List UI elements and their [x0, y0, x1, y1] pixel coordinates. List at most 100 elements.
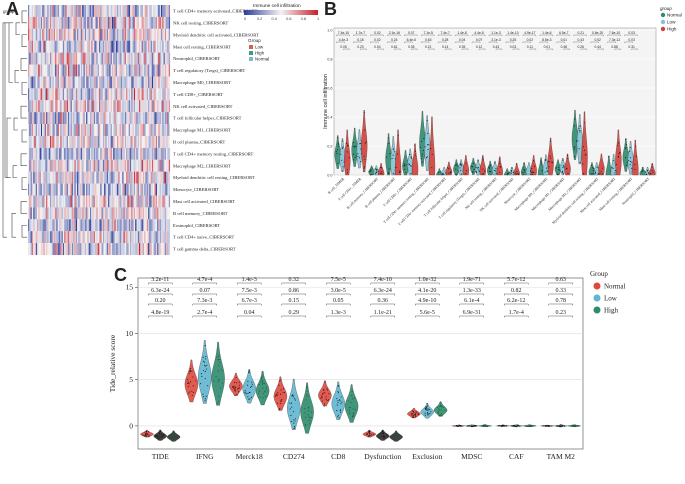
heatmap-cell	[71, 100, 74, 113]
heatmap-cell	[126, 207, 128, 220]
data-point	[339, 410, 341, 412]
heatmap-cell	[168, 207, 171, 220]
heatmap-cell	[49, 195, 52, 208]
heatmap-cell	[84, 195, 87, 208]
significance-bracket	[624, 34, 638, 36]
data-point	[170, 433, 172, 436]
heatmap-cell	[104, 112, 106, 125]
heatmap-cell	[75, 100, 78, 113]
data-point	[383, 437, 385, 439]
heatmap-cell	[111, 52, 114, 65]
data-point	[630, 160, 632, 162]
heatmap-cell	[139, 124, 141, 136]
data-point	[651, 170, 653, 172]
heatmap-cell	[129, 207, 132, 220]
heatmap-cell	[78, 40, 80, 53]
data-point	[388, 168, 390, 170]
heatmap-cell	[163, 219, 165, 232]
heatmap-cell	[49, 231, 52, 244]
data-point	[584, 154, 586, 156]
data-point	[379, 433, 381, 435]
heatmap-cell	[89, 147, 92, 160]
heatmap-cell	[91, 112, 93, 125]
heatmap-cell	[144, 207, 146, 220]
heatmap-cell	[69, 243, 71, 256]
data-point	[202, 393, 204, 395]
significance-bracket	[504, 282, 529, 285]
heatmap-cell	[93, 112, 96, 125]
data-point	[634, 168, 636, 170]
heatmap-cell	[113, 207, 115, 220]
heatmap-cell	[101, 231, 103, 244]
heatmap-cell	[150, 147, 152, 160]
heatmap-cell	[55, 52, 57, 65]
heatmap-cell	[150, 243, 152, 256]
data-point	[391, 436, 393, 438]
heatmap-cell	[66, 88, 69, 101]
data-point	[531, 173, 533, 176]
heatmap-cell	[56, 16, 58, 29]
heatmap-cell	[151, 219, 154, 232]
data-point	[337, 384, 339, 386]
data-point	[495, 170, 497, 172]
heatmap-cell	[106, 219, 109, 232]
heatmap-cell	[56, 195, 58, 208]
heatmap-cell	[77, 219, 79, 232]
heatmap-cell	[65, 219, 67, 232]
heatmap-cell	[71, 195, 74, 208]
heatmap-cell	[42, 28, 44, 41]
heatmap-cell	[71, 112, 74, 125]
data-point	[203, 396, 205, 398]
heatmap-cell	[62, 52, 65, 65]
heatmap-cell	[87, 52, 89, 65]
data-point	[172, 438, 174, 440]
heatmap-cell	[145, 124, 147, 136]
heatmap-cell	[96, 195, 98, 208]
heatmap-cell	[168, 159, 171, 172]
heatmap-cell	[38, 135, 40, 148]
heatmap-cell	[122, 219, 124, 232]
heatmap-cell	[33, 195, 35, 208]
heatmap-cell	[144, 171, 146, 184]
heatmap-cell	[104, 5, 106, 17]
heatmap-cell	[38, 124, 40, 136]
heatmap-cell	[46, 64, 48, 77]
heatmap-cell	[120, 16, 123, 29]
data-point	[338, 145, 340, 147]
heatmap-cell	[129, 88, 132, 101]
heatmap-cell	[53, 124, 56, 136]
heatmap-cell	[129, 195, 132, 208]
heatmap-cell	[43, 124, 45, 136]
heatmap-cell	[84, 88, 87, 101]
significance-bracket	[421, 41, 430, 43]
heatmap-cell	[74, 40, 76, 53]
heatmap-cell	[33, 171, 35, 184]
heatmap-cell	[29, 16, 31, 29]
heatmap-cell	[168, 64, 171, 77]
heatmap-cell	[53, 100, 56, 113]
heatmap-cell	[133, 28, 136, 41]
heatmap-cell	[35, 28, 38, 41]
heatmap-cell	[105, 124, 107, 136]
data-point	[233, 381, 236, 383]
heatmap-cell	[58, 16, 61, 29]
heatmap-cell	[86, 183, 88, 196]
heatmap-cell	[146, 16, 149, 29]
heatmap-cell	[118, 88, 120, 101]
data-point	[160, 430, 162, 432]
heatmap-cell	[155, 124, 158, 136]
heatmap-cell	[155, 183, 158, 196]
data-point	[218, 400, 220, 402]
data-point	[374, 168, 376, 170]
heatmap-cell	[137, 52, 140, 65]
data-point	[499, 172, 501, 174]
heatmap-cell	[46, 100, 48, 113]
heatmap-cell	[42, 124, 44, 136]
dendrogram-branch	[13, 117, 18, 131]
heatmap-cell	[119, 16, 121, 29]
p-value-mid: 0.02	[594, 38, 601, 42]
heatmap-cell	[33, 40, 35, 53]
heatmap-cell	[84, 243, 87, 256]
heatmap-cell	[164, 52, 167, 65]
